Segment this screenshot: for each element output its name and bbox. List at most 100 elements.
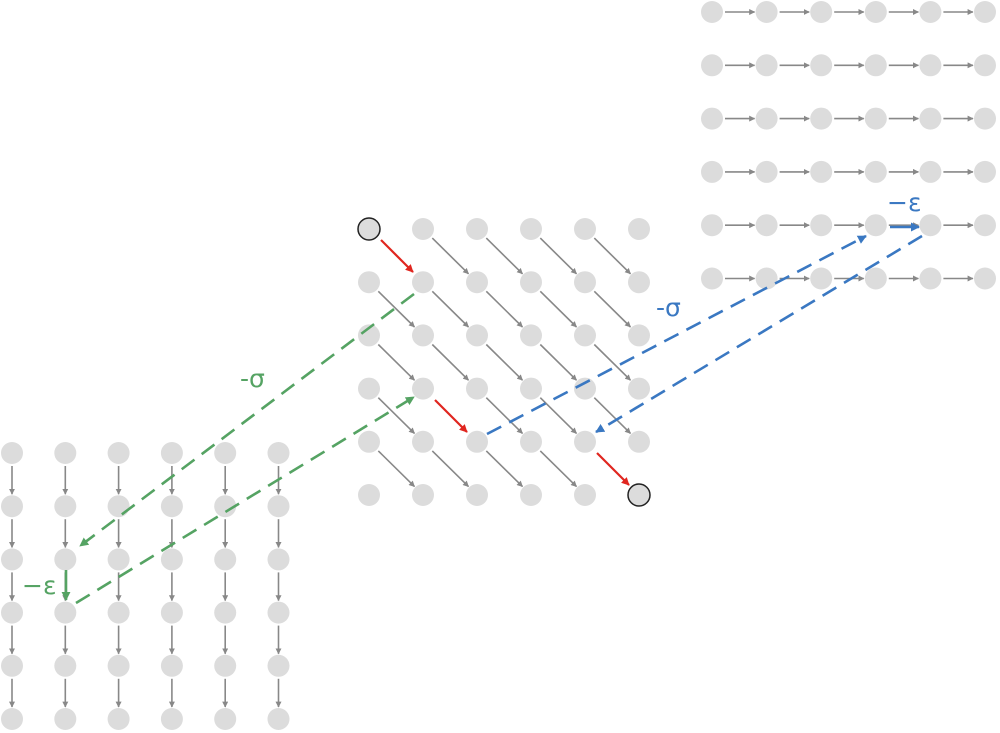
diagonal-endpoint-node — [627, 483, 651, 507]
right-open-gap-arrow — [486, 234, 867, 436]
horizontal-node — [755, 107, 778, 130]
horizontal-node — [919, 160, 942, 183]
horizontal-node — [864, 214, 887, 237]
vertical-node — [214, 548, 237, 571]
diagonal-edge-arrow — [539, 450, 578, 488]
vertical-node — [54, 442, 77, 464]
diagonal-node — [520, 271, 542, 294]
horizontal-node — [974, 107, 996, 130]
vertical-node — [160, 708, 183, 730]
vertical-node — [214, 495, 237, 518]
horizontal-node — [864, 267, 887, 290]
vertical-node — [214, 442, 237, 464]
diagonal-edge-arrow — [539, 397, 578, 434]
vertical-node — [267, 495, 290, 518]
vertical-node — [267, 654, 290, 677]
horizontal-node — [919, 1, 942, 23]
vertical-node — [267, 442, 290, 464]
vertical-node — [54, 495, 77, 518]
vertical-node — [267, 548, 290, 571]
vertical-node — [160, 495, 183, 518]
vertical-node — [54, 548, 77, 571]
diagonal-edge-arrow — [485, 237, 524, 275]
horizontal-node — [810, 214, 833, 237]
diagonal-edge-arrow — [539, 343, 578, 381]
horizontal-node — [919, 267, 942, 290]
horizontal-node — [864, 1, 887, 23]
vertical-node — [107, 548, 130, 571]
diagonal-node — [574, 484, 596, 506]
horizontal-node — [810, 107, 833, 130]
diagonal-node — [574, 377, 596, 400]
diagonal-edge-arrow — [593, 290, 632, 328]
horizontal-node — [810, 267, 833, 290]
vertical-node — [54, 654, 77, 677]
horizontal-node — [974, 54, 996, 77]
horizontal-node — [864, 160, 887, 183]
path-arrow-2 — [434, 399, 468, 433]
grid-arrows — [9, 9, 974, 708]
diagonal-node — [358, 271, 380, 294]
diagonal-edge-arrow — [377, 450, 416, 488]
horizontal-node — [919, 54, 942, 77]
vertical-node — [107, 442, 130, 464]
vertical-node — [1, 495, 23, 518]
left-open-gap-arrow — [79, 292, 415, 548]
horizontal-node — [701, 267, 723, 290]
diagonal-edge-arrow — [431, 343, 470, 381]
vertical-node — [1, 708, 23, 730]
diagonal-edge-arrow — [377, 397, 416, 434]
diagonal-node — [466, 324, 488, 347]
diagonal-node — [628, 271, 650, 294]
horizontal-node — [974, 1, 996, 23]
horizontal-node — [755, 160, 778, 183]
horizontal-node — [810, 160, 833, 183]
diagonal-node — [358, 484, 380, 506]
vertical-node — [160, 442, 183, 464]
diagonal-edge-arrow — [485, 343, 524, 381]
left-close-gap-arrow — [75, 395, 415, 605]
horizontal-node — [974, 214, 996, 237]
horizontal-node — [919, 214, 942, 237]
diagonal-node — [466, 377, 488, 400]
diagonal-node — [412, 484, 434, 506]
horizontal-node — [701, 107, 723, 130]
right-gap-jumps: -σ −ε — [486, 188, 923, 436]
diagonal-edge-arrow — [431, 237, 470, 275]
diagonal-node — [628, 377, 650, 400]
vertical-node — [160, 548, 183, 571]
right-epsilon-label: −ε — [887, 188, 921, 217]
horizontal-node — [919, 107, 942, 130]
path-arrow-1 — [380, 239, 414, 273]
diagonal-node — [358, 377, 380, 400]
diagonal-edge-arrow — [593, 343, 632, 381]
diagonal-node — [520, 218, 542, 240]
vertical-node — [214, 601, 237, 624]
diagonal-edge-arrow — [593, 397, 632, 434]
right-sigma-label: -σ — [656, 293, 681, 322]
diagonal-node — [520, 430, 542, 453]
diagonal-node — [574, 218, 596, 240]
diagonal-node — [412, 271, 434, 294]
horizontal-node — [864, 107, 887, 130]
diagonal-endpoint-node — [357, 217, 381, 241]
diagonal-node — [628, 218, 650, 240]
horizontal-node — [810, 54, 833, 77]
diagonal-edge-arrow — [377, 290, 416, 328]
diagonal-node — [520, 324, 542, 347]
horizontal-node — [755, 1, 778, 23]
horizontal-node — [755, 54, 778, 77]
diagonal-edge-arrow — [485, 397, 524, 434]
diagonal-node — [412, 218, 434, 240]
diagonal-node — [466, 271, 488, 294]
left-gap-jumps: -σ −ε — [22, 292, 415, 605]
diagonal-node — [466, 430, 488, 453]
vertical-node — [1, 601, 23, 624]
vertical-node — [107, 495, 130, 518]
diagonal-node — [412, 324, 434, 347]
diagonal-edge-arrow — [485, 290, 524, 328]
vertical-node — [107, 654, 130, 677]
diagonal-node — [520, 484, 542, 506]
